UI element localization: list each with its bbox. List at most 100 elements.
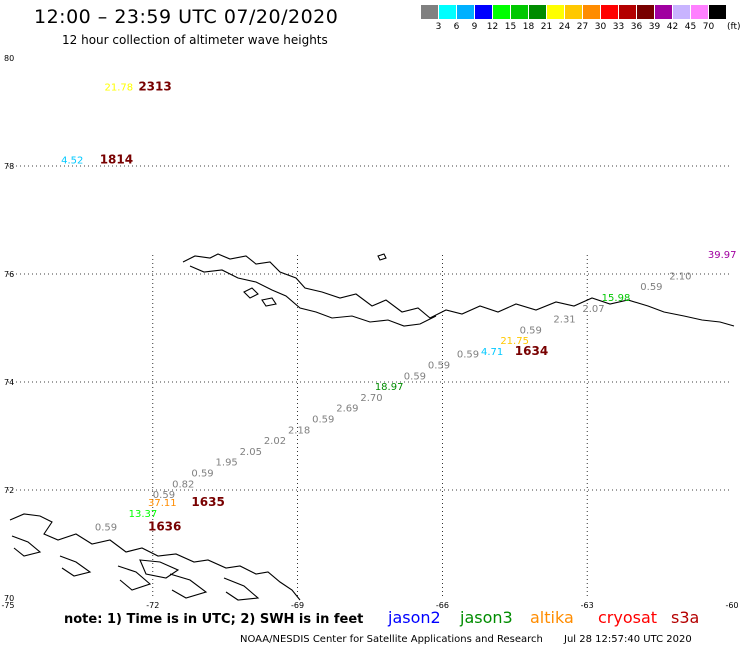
legend-unit: (ft) <box>727 22 740 32</box>
legend-swatch <box>583 5 600 19</box>
credit-line: NOAA/NESDIS Center for Satellite Applica… <box>240 634 543 645</box>
wave-height-label: 18.97 <box>375 382 404 393</box>
wave-height-label: 21.78 <box>105 82 134 93</box>
legend-swatch-label: 33 <box>612 22 625 32</box>
legend-swatch-label: 45 <box>684 22 697 32</box>
wave-height-label: 13.37 <box>129 509 158 520</box>
legend-swatch-label: 21 <box>540 22 553 32</box>
baffin-inlet-2 <box>59 555 92 577</box>
baffin-inlet-3 <box>117 565 152 591</box>
legend-swatch-label: 9 <box>471 22 478 32</box>
wave-height-label: 0.59 <box>520 325 542 336</box>
satellite-name: s3a <box>671 608 700 627</box>
baffin-coast <box>9 513 301 601</box>
footer-note: note: 1) Time is in UTC; 2) SWH is in fe… <box>64 612 364 627</box>
lat-lon-grid <box>8 165 732 598</box>
wave-height-label: 2.69 <box>336 404 358 415</box>
wave-height-label: 2.05 <box>240 447 262 458</box>
wave-height-label: 2.31 <box>553 315 575 326</box>
legend-swatch <box>475 5 492 19</box>
map-subtitle: 12 hour collection of altimeter wave hei… <box>62 33 328 47</box>
legend-swatch <box>637 5 654 19</box>
legend-swatch-label: 6 <box>453 22 460 32</box>
legend-swatch <box>655 5 672 19</box>
legend-swatch-label: 18 <box>522 22 535 32</box>
legend-swatch <box>439 5 456 19</box>
pass-time-label: 1636 <box>148 520 181 534</box>
wave-height-label: 1.95 <box>216 458 238 469</box>
lon-tick-label: -60 <box>725 601 738 610</box>
wave-height-label: 4.71 <box>481 347 503 358</box>
legend-swatch <box>493 5 510 19</box>
island-3 <box>377 253 387 261</box>
legend-swatch-label: 15 <box>504 22 517 32</box>
legend-swatch-label: 27 <box>576 22 589 32</box>
legend-swatch <box>421 5 438 19</box>
satellite-name: jason3 <box>460 608 513 627</box>
satellite-name: cryosat <box>598 608 658 627</box>
pass-time-label: 2313 <box>138 79 171 93</box>
legend-swatch-label: 30 <box>594 22 607 32</box>
wave-height-label: 2.07 <box>582 304 604 315</box>
baffin-inlet-5 <box>223 577 260 601</box>
pass-time-label: 1814 <box>100 152 133 166</box>
lon-tick-label: -69 <box>291 601 304 610</box>
legend-swatch-label: 12 <box>486 22 499 32</box>
lat-tick-label: 72 <box>4 486 14 495</box>
wave-height-label: 2.18 <box>288 425 310 436</box>
wave-height-label: 21.75 <box>500 336 529 347</box>
lon-tick-label: -66 <box>436 601 449 610</box>
wave-height-label: 0.59 <box>153 490 175 501</box>
generated-timestamp: Jul 28 12:57:40 UTC 2020 <box>564 634 692 645</box>
wave-height-label: 0.59 <box>312 415 334 426</box>
lat-tick-label: 80 <box>4 54 14 63</box>
pass-time-label: 1634 <box>515 344 548 358</box>
map-title: 12:00 – 23:59 UTC 07/20/2020 <box>34 6 339 28</box>
legend-swatch-label: 70 <box>702 22 715 32</box>
baffin-inlet-1 <box>11 535 42 557</box>
wave-height-label: 37.11 <box>148 498 177 509</box>
legend-swatch <box>529 5 546 19</box>
wave-height-label: 0.59 <box>428 361 450 372</box>
legend-swatch <box>511 5 528 19</box>
wave-height-label: 0.59 <box>404 371 426 382</box>
lon-tick-label: -72 <box>146 601 159 610</box>
wave-height-label: 0.59 <box>191 469 213 480</box>
wave-height-label: 0.59 <box>95 523 117 534</box>
lat-tick-label: 76 <box>4 270 14 279</box>
legend-swatch <box>691 5 708 19</box>
wave-height-labels: 21.78 2313 4.52 1814 39.97 2.10 0.59 15.982.07 2… <box>61 79 736 533</box>
coastline <box>9 253 735 601</box>
wave-height-label: 2.10 <box>669 271 691 282</box>
wave-height-label: 4.52 <box>61 155 83 166</box>
legend-swatch <box>601 5 618 19</box>
wave-height-label: 0.59 <box>457 350 479 361</box>
lat-tick-label: 70 <box>4 594 14 603</box>
greenland-coast-inner <box>189 265 437 327</box>
wave-height-label: 39.97 <box>708 250 737 261</box>
lat-tick-label: 74 <box>4 378 14 387</box>
legend-swatch-label: 24 <box>558 22 571 32</box>
legend-swatch <box>673 5 690 19</box>
legend-swatch-label: 42 <box>666 22 679 32</box>
pass-time-label: 1635 <box>191 495 224 509</box>
bylot-island <box>139 559 180 579</box>
baffin-inlet-4 <box>169 573 208 599</box>
island-2 <box>261 297 277 307</box>
legend-swatch <box>457 5 474 19</box>
legend-swatch-label: 39 <box>648 22 661 32</box>
legend-swatch-label: 36 <box>630 22 643 32</box>
wave-height-label: 0.59 <box>640 282 662 293</box>
legend-swatch <box>565 5 582 19</box>
wave-height-label: 0.82 <box>172 479 194 490</box>
wave-height-label: 15.98 <box>602 293 631 304</box>
satellite-name: jason2 <box>388 608 441 627</box>
lon-tick-label: -63 <box>581 601 594 610</box>
legend-swatch <box>547 5 564 19</box>
legend-swatch-label: 3 <box>435 22 442 32</box>
wave-height-label: 2.02 <box>264 436 286 447</box>
legend-swatch <box>619 5 636 19</box>
satellite-name: altika <box>530 608 574 627</box>
wave-height-legend: 3 6 9 12 15 18 21 24 27 30 33 36 39 42 45 70 (ft) <box>421 5 740 37</box>
